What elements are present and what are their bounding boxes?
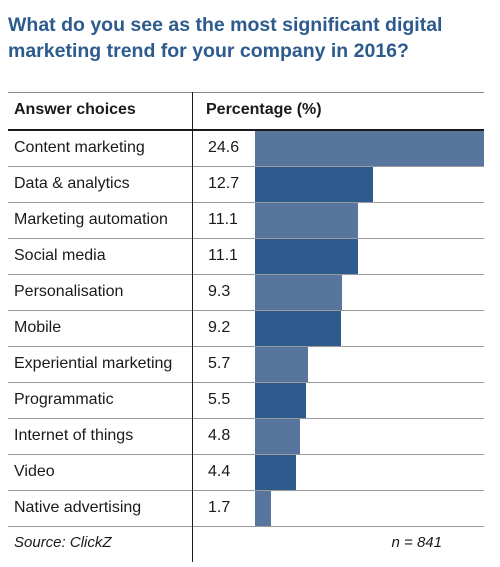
table-row: Native advertising 1.7: [8, 491, 484, 527]
table-row: Content marketing 24.6: [8, 131, 484, 167]
bar: [255, 239, 358, 274]
category-label: Experiential marketing: [14, 355, 173, 372]
category-label: Data & analytics: [14, 175, 130, 192]
table-row: Video 4.4: [8, 455, 484, 491]
category-label: Social media: [14, 247, 106, 264]
header-percentage: Percentage (%): [206, 101, 322, 118]
table-row: Programmatic 5.5: [8, 383, 484, 419]
header-answer-choices: Answer choices: [14, 101, 136, 118]
table-row: Marketing automation 11.1: [8, 203, 484, 239]
table-header: Answer choices Percentage (%): [8, 92, 484, 131]
value-label: 5.5: [208, 391, 231, 408]
value-label: 4.8: [208, 427, 231, 444]
table-row: Experiential marketing 5.7: [8, 347, 484, 383]
value-label: 12.7: [208, 175, 240, 192]
source-note: Source: ClickZ: [14, 534, 112, 551]
value-label: 24.6: [208, 139, 240, 156]
sample-size: n = 841: [391, 534, 442, 551]
column-divider: [192, 92, 193, 562]
table-row: Data & analytics 12.7: [8, 167, 484, 203]
table-row: Internet of things 4.8: [8, 419, 484, 455]
category-label: Internet of things: [14, 427, 134, 444]
value-label: 9.2: [208, 319, 231, 336]
bar: [255, 275, 342, 310]
bar: [255, 131, 484, 166]
category-label: Programmatic: [14, 391, 114, 408]
category-label: Mobile: [14, 319, 62, 336]
category-label: Video: [14, 463, 55, 480]
category-label: Personalisation: [14, 283, 124, 300]
table-rows: Content marketing 24.6 Data & analytics 12.…: [8, 131, 484, 527]
table-row: Social media 11.1: [8, 239, 484, 275]
value-label: 9.3: [208, 283, 231, 300]
bar: [255, 383, 306, 418]
bar: [255, 203, 358, 238]
category-label: Content marketing: [14, 139, 145, 156]
table-row: Personalisation 9.3: [8, 275, 484, 311]
value-label: 4.4: [208, 463, 231, 480]
bar: [255, 419, 300, 454]
category-label: Native advertising: [14, 499, 142, 516]
category-label: Marketing automation: [14, 211, 168, 228]
bar: [255, 491, 271, 526]
bar: [255, 311, 341, 346]
survey-table: Answer choices Percentage (%) Content ma…: [8, 92, 484, 563]
value-label: 11.1: [208, 247, 238, 264]
bar: [255, 455, 296, 490]
table-footer: Source: ClickZ n = 841: [8, 527, 484, 563]
chart-title: What do you see as the most significant …: [8, 14, 443, 62]
value-label: 11.1: [208, 211, 238, 228]
bar: [255, 347, 308, 382]
bar: [255, 167, 373, 202]
table-row: Mobile 9.2: [8, 311, 484, 347]
value-label: 1.7: [208, 499, 231, 516]
value-label: 5.7: [208, 355, 231, 372]
